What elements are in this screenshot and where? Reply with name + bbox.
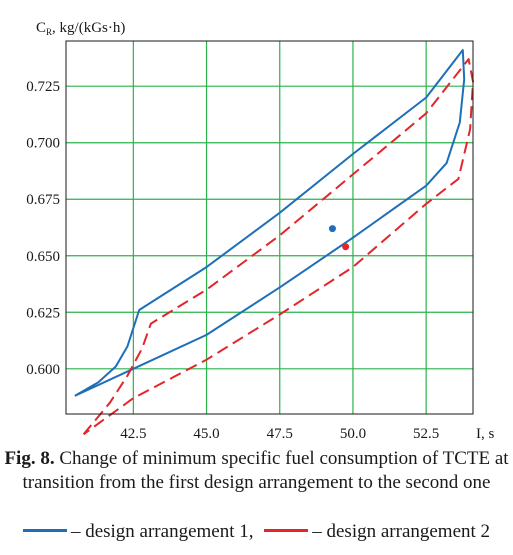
- legend: – design arrangement 1, – design arrange…: [0, 520, 513, 544]
- y-tick-label: 0.700: [26, 136, 60, 152]
- grid: [66, 41, 473, 414]
- x-tick-label: 42.5: [120, 426, 146, 440]
- figure-caption: Fig. 8. Change of minimum specific fuel …: [0, 447, 513, 495]
- optimum-point-arrangement-2: [342, 243, 350, 251]
- x-tick-label: 52.5: [413, 426, 439, 440]
- x-tick-label: 45.0: [193, 426, 219, 440]
- series-layer: [74, 49, 474, 436]
- series-line-arrangement-2: [82, 58, 474, 436]
- x-tick-label: 47.5: [267, 426, 293, 440]
- chart: 42.5 45.0 47.5 50.0 52.5 0.600 0.625 0.650 0.675…: [26, 20, 494, 440]
- y-axis-label: CR, kg/(kGs·h): [36, 20, 125, 37]
- plot-frame: [65, 40, 474, 415]
- x-axis-label: I, s: [476, 426, 494, 440]
- x-tick-label: 50.0: [340, 426, 366, 440]
- legend-label-arrangement-1: – design arrangement 1,: [70, 521, 254, 542]
- figure-number: Fig. 8.: [4, 448, 55, 469]
- legend-swatch-arrangement-1: [22, 529, 67, 533]
- y-tick-label: 0.675: [26, 192, 60, 208]
- caption-text: Change of minimum specific fuel consumpt…: [22, 448, 509, 493]
- y-tick-label: 0.725: [26, 79, 60, 95]
- optimum-point-arrangement-1: [328, 225, 336, 233]
- tick-labels: 42.5 45.0 47.5 50.0 52.5 0.600 0.625 0.650 0.675…: [26, 79, 439, 440]
- series-line-arrangement-1: [74, 49, 466, 397]
- y-tick-label: 0.650: [26, 249, 60, 265]
- legend-swatch-arrangement-2: [264, 529, 309, 533]
- legend-label-arrangement-2: – design arrangement 2: [312, 521, 491, 542]
- y-tick-label: 0.600: [26, 362, 60, 378]
- y-tick-label: 0.625: [26, 305, 60, 321]
